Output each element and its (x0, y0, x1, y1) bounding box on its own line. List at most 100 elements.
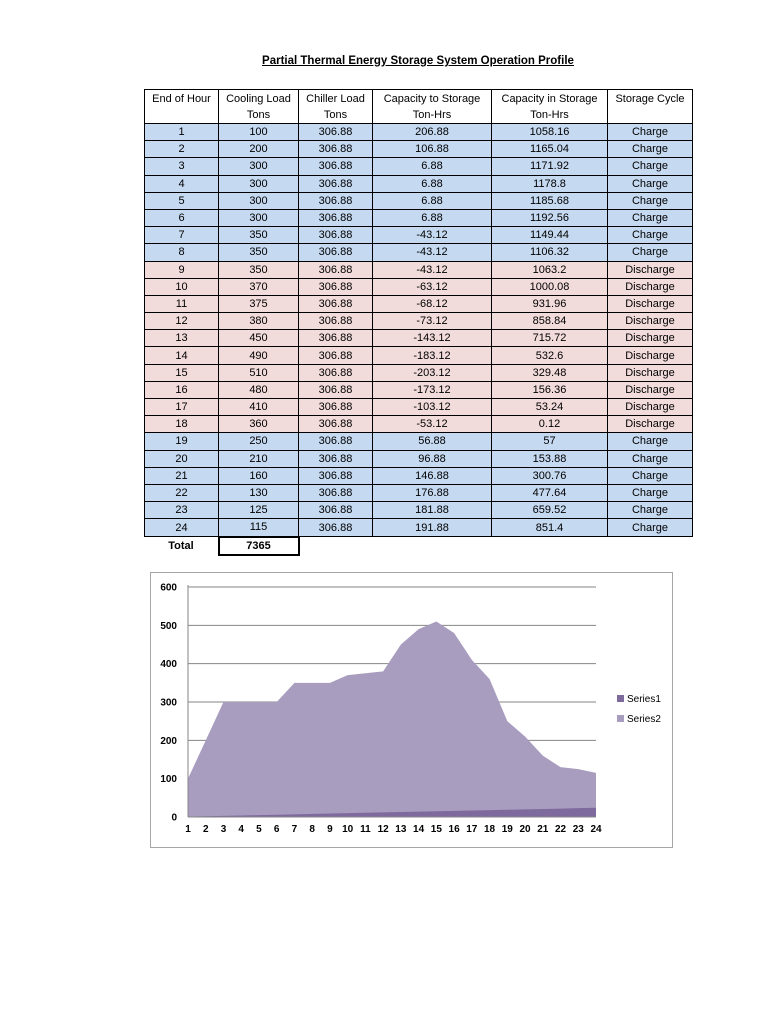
x-tick-label: 24 (590, 824, 602, 835)
table-cell: -53.12 (372, 415, 492, 434)
column-header: Capacity to Storage Ton-Hrs (372, 89, 492, 124)
y-tick-label: 500 (160, 621, 177, 632)
table-cell: -203.12 (372, 363, 492, 382)
column-header: Chiller Load Tons (298, 89, 373, 124)
table-cell: 115 (218, 518, 299, 537)
table-cell: Charge (607, 174, 693, 193)
table-cell: -173.12 (372, 380, 492, 400)
table-cell: Charge (607, 122, 693, 142)
table-cell: 306.88 (298, 226, 373, 245)
column-header-line2: Tons (323, 108, 348, 121)
column-header: Capacity in Storage Ton-Hrs (491, 89, 608, 124)
table-row: 12 380 306.88 -73.12 858.84 Discharge (144, 312, 693, 331)
table-cell: 9 (144, 260, 219, 279)
table-cell: Charge (607, 243, 693, 262)
table-cell: -183.12 (372, 346, 492, 365)
table-cell: 480 (218, 380, 299, 400)
table-cell: Charge (607, 449, 693, 468)
table-cell: 300 (218, 191, 299, 210)
series-area-series1 (188, 807, 596, 817)
table-cell: 6.88 (372, 208, 492, 228)
table-cell: 306.88 (298, 329, 373, 348)
table-cell: 510 (218, 363, 299, 382)
table-cell: 20 (144, 449, 219, 468)
table-cell: 490 (218, 346, 299, 365)
table-cell: 306.88 (298, 294, 373, 314)
column-header-line1: Cooling Load (226, 92, 291, 105)
table-cell: 329.48 (491, 363, 608, 382)
table-cell: 96.88 (372, 449, 492, 468)
table-cell: 2 (144, 140, 219, 159)
table-cell: 477.64 (491, 483, 608, 503)
table-cell: 1106.32 (491, 243, 608, 262)
table-cell: 1000.08 (491, 277, 608, 296)
table-cell: -103.12 (372, 397, 492, 417)
table-cell: 24 (144, 518, 219, 537)
table-row: 1 100 306.88 206.88 1058.16 Charge (144, 122, 693, 142)
table-cell: 11 (144, 294, 219, 314)
x-tick-label: 18 (484, 824, 496, 835)
table-cell: 191.88 (372, 518, 492, 537)
table-row: 16 480 306.88 -173.12 156.36 Discharge (144, 380, 693, 400)
x-tick-label: 20 (519, 824, 531, 835)
table-cell: 146.88 (372, 466, 492, 485)
table-row: 13 450 306.88 -143.12 715.72 Discharge (144, 329, 693, 348)
table-cell: 306.88 (298, 312, 373, 331)
table-cell: 306.88 (298, 363, 373, 382)
table-row: 17 410 306.88 -103.12 53.24 Discharge (144, 397, 693, 417)
column-header-line2: Tons (246, 108, 271, 121)
table-row: 15 510 306.88 -203.12 329.48 Discharge (144, 363, 693, 382)
table-cell: 7 (144, 226, 219, 245)
total-label: Total (144, 536, 219, 555)
table-cell: Discharge (607, 415, 693, 434)
table-cell: 56.88 (372, 432, 492, 451)
legend-label-series1: Series1 (627, 694, 661, 705)
x-tick-label: 19 (502, 824, 514, 835)
empty-cell (491, 536, 608, 555)
empty-cell (607, 536, 693, 555)
table-header-row: End of Hour Cooling Load Tons Chiller Load T… (144, 89, 693, 124)
table-cell: 125 (218, 501, 299, 520)
table-cell: 306.88 (298, 397, 373, 417)
table-cell: 1149.44 (491, 226, 608, 245)
table-cell: 200 (218, 140, 299, 159)
table-cell: 306.88 (298, 432, 373, 451)
table-cell: 300 (218, 157, 299, 176)
table-cell: 19 (144, 432, 219, 451)
table-cell: 250 (218, 432, 299, 451)
table-cell: 57 (491, 432, 608, 451)
table-row: 23 125 306.88 181.88 659.52 Charge (144, 501, 693, 520)
table-cell: Charge (607, 140, 693, 159)
table-cell: Charge (607, 157, 693, 176)
table-cell: 6.88 (372, 174, 492, 193)
table-cell: 100 (218, 122, 299, 142)
x-tick-label: 21 (537, 824, 549, 835)
table-cell: 1165.04 (491, 140, 608, 159)
column-header-line1: Capacity to Storage (383, 92, 481, 105)
x-tick-label: 10 (342, 824, 354, 835)
x-tick-label: 16 (449, 824, 461, 835)
table-cell: Discharge (607, 312, 693, 331)
y-tick-label: 600 (160, 583, 177, 594)
table-cell: 0.12 (491, 415, 608, 434)
table-cell: Discharge (607, 260, 693, 279)
table-row: 22 130 306.88 176.88 477.64 Charge (144, 483, 693, 503)
table-row: 9 350 306.88 -43.12 1063.2 Discharge (144, 260, 693, 279)
table-cell: 306.88 (298, 346, 373, 365)
table-cell: 380 (218, 312, 299, 331)
table-cell: 1178.8 (491, 174, 608, 193)
table-cell: Discharge (607, 277, 693, 296)
table-cell: 3 (144, 157, 219, 176)
table-cell: Charge (607, 208, 693, 228)
table-cell: 206.88 (372, 122, 492, 142)
table-row: 2 200 306.88 106.88 1165.04 Charge (144, 140, 693, 159)
table-cell: 1058.16 (491, 122, 608, 142)
table-cell: 156.36 (491, 380, 608, 400)
table-cell: 210 (218, 449, 299, 468)
x-tick-label: 13 (395, 824, 407, 835)
table-cell: Charge (607, 483, 693, 503)
table-cell: 659.52 (491, 501, 608, 520)
column-header-line1: Storage Cycle (615, 92, 685, 105)
table-cell: Charge (607, 226, 693, 245)
table-cell: 306.88 (298, 122, 373, 142)
